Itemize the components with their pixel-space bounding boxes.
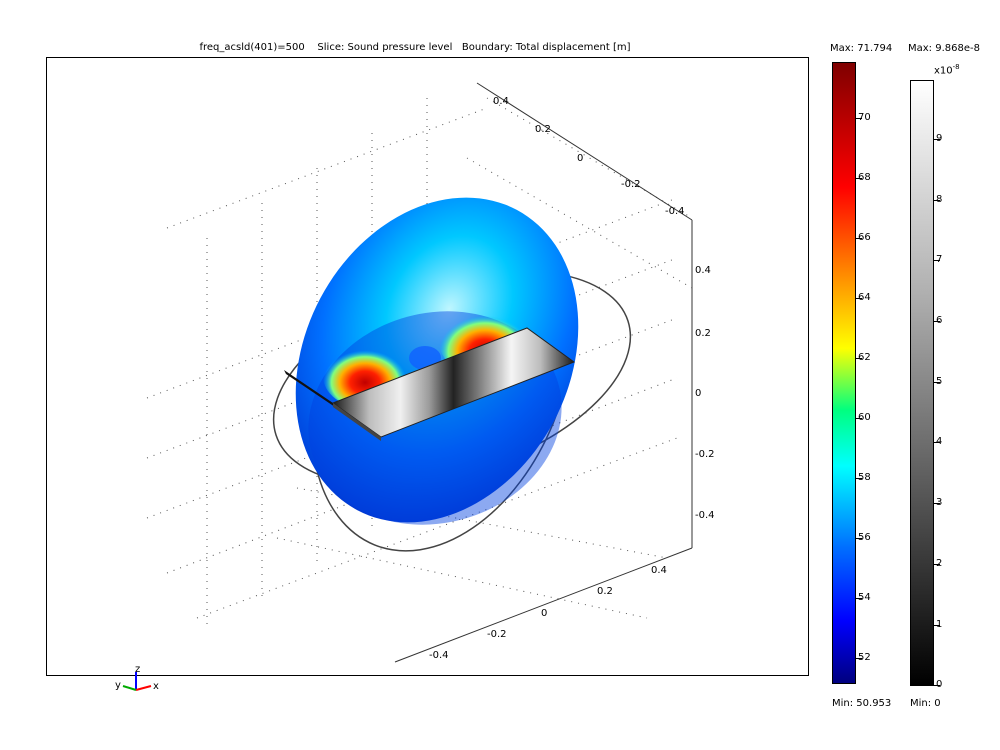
axis-tick-bottom-2: 0.2: [597, 586, 613, 597]
disp-exponent-label: x10-8: [934, 63, 960, 76]
axis-z-label: z: [135, 664, 140, 675]
axes-orientation-indicator: z x y: [115, 664, 159, 692]
axis-tick-top-1: 0.4: [493, 96, 509, 107]
plot-area[interactable]: 0.4 0.2 0 -0.2 -0.4 0.4 0.2 0 -0.2 -0.4 …: [46, 57, 810, 692]
disp-exponent-base: x10: [934, 65, 953, 77]
spl-colorbar: [832, 62, 856, 684]
axis-tick-top-2: 0.2: [535, 124, 551, 135]
axis-tick-right-1: 0.4: [695, 265, 711, 276]
spl-min-label: Min: 50.953: [832, 698, 892, 709]
axis-tick-top-3: 0: [577, 153, 584, 164]
spl-tick-54: 54: [858, 592, 871, 603]
title-slice: Slice: Sound pressure level: [317, 42, 453, 53]
disp-tick-0: 0: [936, 679, 943, 690]
axis-tick-bottom-5: -0.4: [429, 650, 449, 661]
disp-tick-6: 6: [936, 315, 943, 326]
disp-exponent-power: -8: [952, 63, 960, 71]
3d-scene[interactable]: [47, 58, 810, 677]
disp-tick-2: 2: [936, 558, 943, 569]
displacement-colorbar: [910, 80, 934, 686]
spl-tick-70: 70: [858, 112, 871, 123]
axis-tick-bottom-1: 0.4: [651, 565, 667, 576]
spl-tick-68: 68: [858, 172, 871, 183]
disp-tick-1: 1: [936, 619, 943, 630]
axis-tick-top-4: -0.2: [621, 179, 641, 190]
axis-y-label: y: [115, 680, 121, 691]
vibrating-plate: [331, 327, 576, 438]
spl-tick-62: 62: [858, 352, 871, 363]
plate-front-edge: [333, 403, 381, 441]
spl-tick-56: 56: [858, 532, 871, 543]
spl-tick-60: 60: [858, 412, 871, 423]
axis-x-label: x: [153, 681, 159, 692]
disp-tick-4: 4: [936, 436, 943, 447]
axis-tick-right-4: -0.2: [695, 449, 715, 460]
spl-tick-58: 58: [858, 472, 871, 483]
disp-max-label: Max: 9.868e-8: [908, 43, 980, 54]
axis-tick-top-5: -0.4: [665, 206, 685, 217]
disp-tick-7: 7: [936, 254, 943, 265]
spl-max-label: Max: 71.794: [830, 43, 893, 54]
title-freq: freq_acsld(401)=500: [199, 42, 305, 53]
axis-lines: [394, 82, 693, 663]
disp-tick-8: 8: [936, 194, 943, 205]
spl-tick-52: 52: [858, 652, 871, 663]
axis-tick-bottom-3: 0: [541, 608, 548, 619]
spl-tick-64: 64: [858, 292, 871, 303]
title-boundary: Boundary: Total displacement [m]: [461, 42, 631, 53]
axis-tick-right-2: 0.2: [695, 328, 711, 339]
plot-title: freq_acsld(401)=500 Slice: Sound pressur…: [0, 42, 830, 53]
axis-tick-right-3: 0: [695, 388, 702, 399]
disp-tick-3: 3: [936, 497, 943, 508]
disp-min-label: Min: 0: [910, 698, 941, 709]
spl-tick-66: 66: [858, 232, 871, 243]
axis-tick-right-5: -0.4: [695, 510, 715, 521]
disp-tick-5: 5: [936, 376, 943, 387]
plate-left-edge: [284, 370, 335, 407]
disp-tick-9: 9: [936, 133, 943, 144]
axis-tick-bottom-4: -0.2: [487, 629, 507, 640]
